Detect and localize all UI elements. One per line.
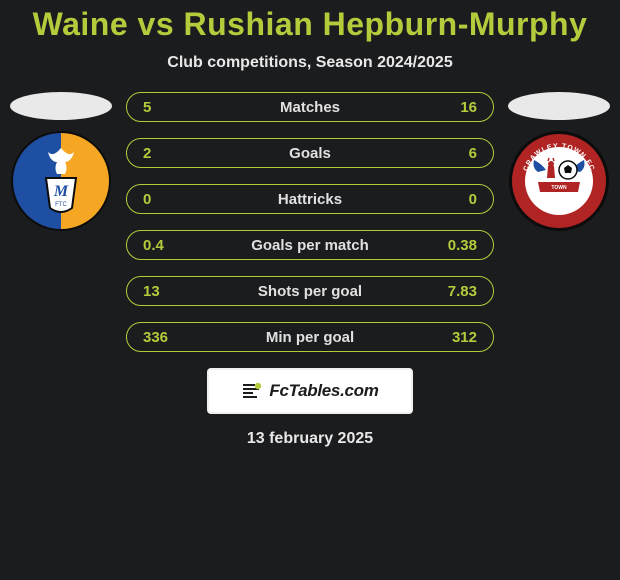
stat-row: 336Min per goal312 bbox=[126, 322, 494, 352]
svg-text:M: M bbox=[53, 183, 69, 200]
subtitle: Club competitions, Season 2024/2025 bbox=[167, 54, 452, 72]
stat-row: 0.4Goals per match0.38 bbox=[126, 230, 494, 260]
stat-right-value: 16 bbox=[427, 99, 477, 116]
right-crest: CRAWLEY TOWN FC RED DEVILS bbox=[508, 130, 610, 232]
left-ellipse bbox=[10, 92, 112, 120]
left-team: M FTC bbox=[6, 92, 116, 232]
page-title: Waine vs Rushian Hepburn-Murphy bbox=[33, 8, 588, 40]
stat-label: Min per goal bbox=[193, 329, 427, 346]
date-text: 13 february 2025 bbox=[247, 430, 373, 448]
stat-label: Shots per goal bbox=[193, 283, 427, 300]
left-crest: M FTC bbox=[10, 130, 112, 232]
svg-text:FTC: FTC bbox=[55, 202, 67, 208]
stat-row: 5Matches16 bbox=[126, 92, 494, 122]
stat-label: Hattricks bbox=[193, 191, 427, 208]
stat-label: Goals per match bbox=[193, 237, 427, 254]
stat-left-value: 0.4 bbox=[143, 237, 193, 254]
stat-row: 2Goals6 bbox=[126, 138, 494, 168]
right-ellipse bbox=[508, 92, 610, 120]
stat-left-value: 13 bbox=[143, 283, 193, 300]
mansfield-crest-icon: M FTC bbox=[10, 130, 112, 232]
brand-name: FcTables.com bbox=[269, 381, 378, 401]
stat-right-value: 6 bbox=[427, 145, 477, 162]
comparison-card: Waine vs Rushian Hepburn-Murphy Club com… bbox=[0, 0, 620, 448]
crawley-crest-icon: CRAWLEY TOWN FC RED DEVILS bbox=[508, 130, 610, 232]
stat-left-value: 0 bbox=[143, 191, 193, 208]
stat-right-value: 312 bbox=[427, 329, 477, 346]
stat-row: 13Shots per goal7.83 bbox=[126, 276, 494, 306]
stat-label: Goals bbox=[193, 145, 427, 162]
stat-right-value: 0.38 bbox=[427, 237, 477, 254]
stat-label: Matches bbox=[193, 99, 427, 116]
stat-right-value: 7.83 bbox=[427, 283, 477, 300]
fctables-logo-icon bbox=[241, 380, 263, 402]
stat-row: 0Hattricks0 bbox=[126, 184, 494, 214]
right-team: CRAWLEY TOWN FC RED DEVILS bbox=[504, 92, 614, 232]
svg-text:TOWN: TOWN bbox=[551, 185, 567, 191]
stat-left-value: 2 bbox=[143, 145, 193, 162]
stats-column: 5Matches16 2Goals6 0Hattricks0 0.4Goals per… bbox=[116, 92, 504, 352]
brand-box[interactable]: FcTables.com bbox=[207, 368, 413, 414]
main-row: M FTC 5Matches162Goals60Hattricks00.4Goa… bbox=[0, 92, 620, 352]
stat-left-value: 336 bbox=[143, 329, 193, 346]
stat-right-value: 0 bbox=[427, 191, 477, 208]
stat-left-value: 5 bbox=[143, 99, 193, 116]
